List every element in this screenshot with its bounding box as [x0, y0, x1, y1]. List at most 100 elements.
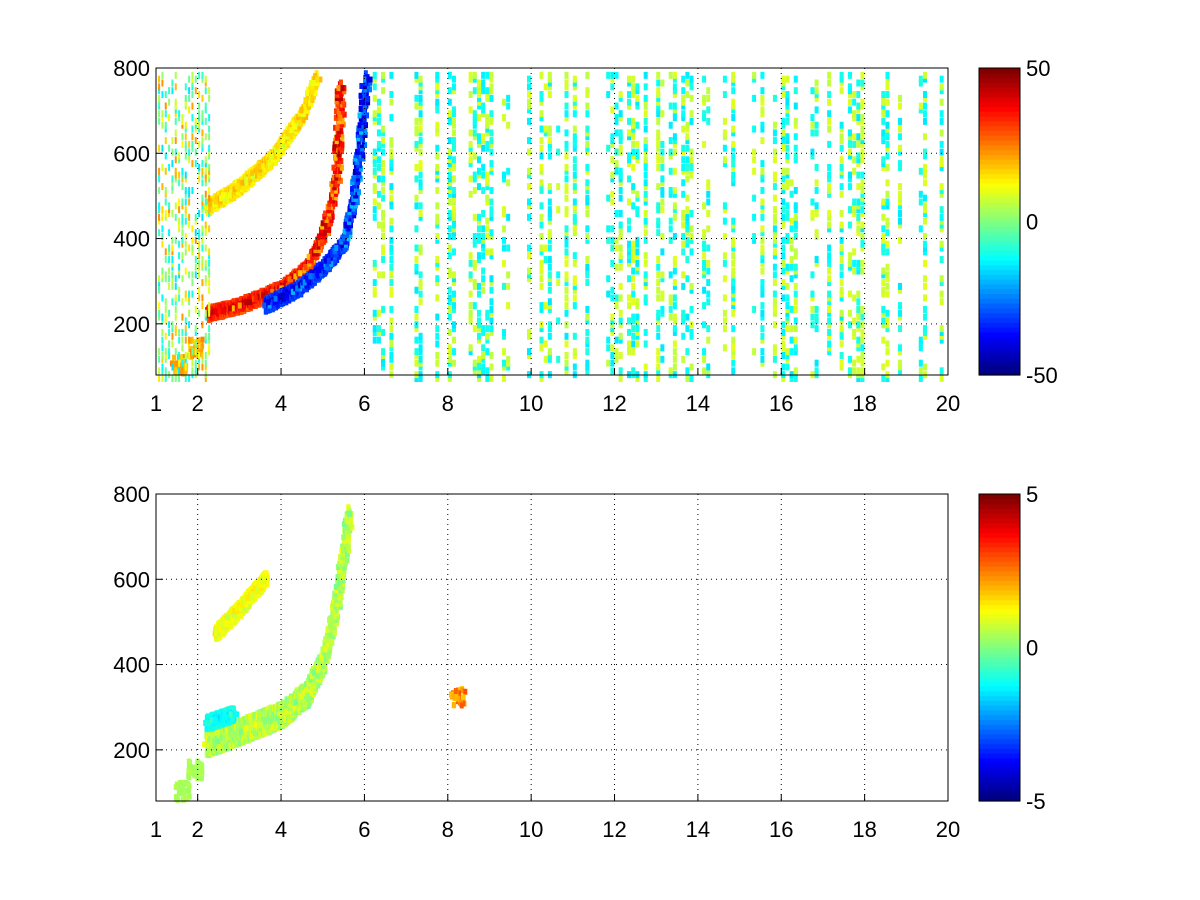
heatmap-cell	[362, 89, 367, 96]
heatmap-cell	[270, 294, 275, 301]
heatmap-cell	[340, 241, 345, 248]
heatmap-cell	[331, 164, 336, 171]
heatmap-cell	[363, 79, 368, 86]
heatmap-cell	[334, 251, 339, 258]
heatmap-cell	[330, 187, 335, 194]
heatmap-cell	[217, 308, 222, 315]
heatmap-cell	[334, 244, 339, 251]
heatmap-cell	[326, 226, 331, 233]
heatmap-cell	[334, 91, 339, 98]
heatmap-cell	[352, 172, 357, 179]
heatmap-cell	[327, 210, 332, 217]
heatmap-cell	[245, 305, 250, 312]
heatmap-cell	[333, 190, 338, 197]
heatmap-cell	[363, 76, 368, 83]
heatmap-cell	[329, 216, 334, 223]
heatmap-cell	[350, 199, 355, 206]
heatmap-cell	[351, 205, 356, 212]
heatmap-cell	[260, 292, 265, 299]
heatmap-cell	[360, 92, 365, 99]
heatmap-cell	[270, 288, 275, 295]
heatmap-cell	[298, 282, 303, 289]
heatmap-cell	[355, 179, 360, 186]
heatmap-cell	[291, 288, 296, 295]
heatmap-cell	[298, 270, 303, 277]
heatmap-cell	[359, 148, 364, 155]
heatmap-cell	[337, 88, 342, 95]
heatmap-cell	[325, 264, 330, 271]
heatmap-cell	[281, 292, 286, 299]
heatmap-cell	[293, 288, 298, 295]
heatmap-cell	[267, 302, 272, 309]
heatmap-cell	[310, 273, 315, 280]
heatmap-cell	[339, 148, 344, 155]
heatmap-cell	[350, 185, 355, 192]
heatmap-cell	[340, 108, 345, 115]
heatmap-cell	[332, 254, 337, 261]
heatmap-cell	[343, 218, 348, 225]
heatmap-cell	[360, 118, 365, 125]
heatmap-cell	[308, 273, 313, 280]
heatmap-cell	[355, 182, 360, 189]
heatmap-cell	[327, 200, 332, 207]
heatmap-cell	[352, 182, 357, 189]
heatmap-cell	[332, 144, 337, 151]
heatmap-cell	[348, 231, 353, 238]
heatmap-cell	[337, 174, 342, 181]
heatmap-cell	[352, 209, 357, 216]
heatmap-cell	[265, 164, 270, 171]
heatmap-cell	[320, 223, 325, 230]
heatmap-cell	[348, 222, 353, 229]
heatmap-cell	[361, 152, 366, 159]
heatmap-cell	[315, 250, 320, 257]
heatmap-cell	[358, 165, 363, 172]
heatmap-cell	[347, 215, 352, 222]
heatmap-cell	[331, 174, 336, 181]
heatmap-cell	[353, 195, 358, 202]
heatmap-cell	[313, 243, 318, 250]
heatmap-cell	[323, 220, 328, 227]
heatmap-cell	[343, 238, 348, 245]
heatmap-cell	[356, 125, 361, 132]
heatmap-cell	[318, 226, 323, 233]
heatmap-cell	[316, 243, 321, 250]
heatmap-cell	[358, 115, 363, 122]
heatmap-cell	[358, 135, 363, 142]
heatmap-cell	[317, 240, 322, 247]
heatmap-cell	[330, 213, 335, 220]
heatmap-cell	[356, 175, 361, 182]
heatmap-cell	[322, 213, 327, 220]
heatmap-cell	[350, 179, 355, 186]
heatmap-cell	[355, 135, 360, 142]
heatmap-cell	[340, 235, 345, 242]
heatmap-cell	[343, 241, 348, 248]
heatmap-cell	[295, 276, 300, 283]
heatmap-cell	[357, 172, 362, 179]
heatmap-cell	[338, 139, 343, 146]
heatmap-cell	[334, 88, 339, 95]
heatmap-cell	[319, 264, 324, 271]
heatmap-cell	[307, 260, 312, 267]
heatmap-cell	[329, 251, 334, 258]
heatmap-cell	[309, 257, 314, 264]
heatmap-cell	[365, 96, 370, 103]
heatmap-cell	[336, 85, 341, 92]
heatmap-cell	[332, 148, 337, 155]
heatmap-cell	[284, 292, 289, 299]
heatmap-cell	[323, 236, 328, 243]
heatmap-cell	[337, 128, 342, 135]
heatmap-cell	[358, 131, 363, 138]
heatmap-cell	[329, 181, 334, 188]
heatmap-cell	[355, 199, 360, 206]
heatmap-cell	[338, 95, 343, 102]
heatmap-cell	[324, 216, 329, 223]
heatmap-cell	[366, 83, 371, 90]
heatmap-cell	[317, 267, 322, 274]
heatmap-cell	[308, 264, 313, 271]
heatmap-cell	[368, 86, 373, 93]
heatmap-cell	[230, 305, 235, 312]
heatmap-cell	[362, 83, 367, 90]
heatmap-cell	[306, 253, 311, 260]
heatmap-cell	[330, 210, 335, 217]
heatmap-cell	[355, 148, 360, 155]
